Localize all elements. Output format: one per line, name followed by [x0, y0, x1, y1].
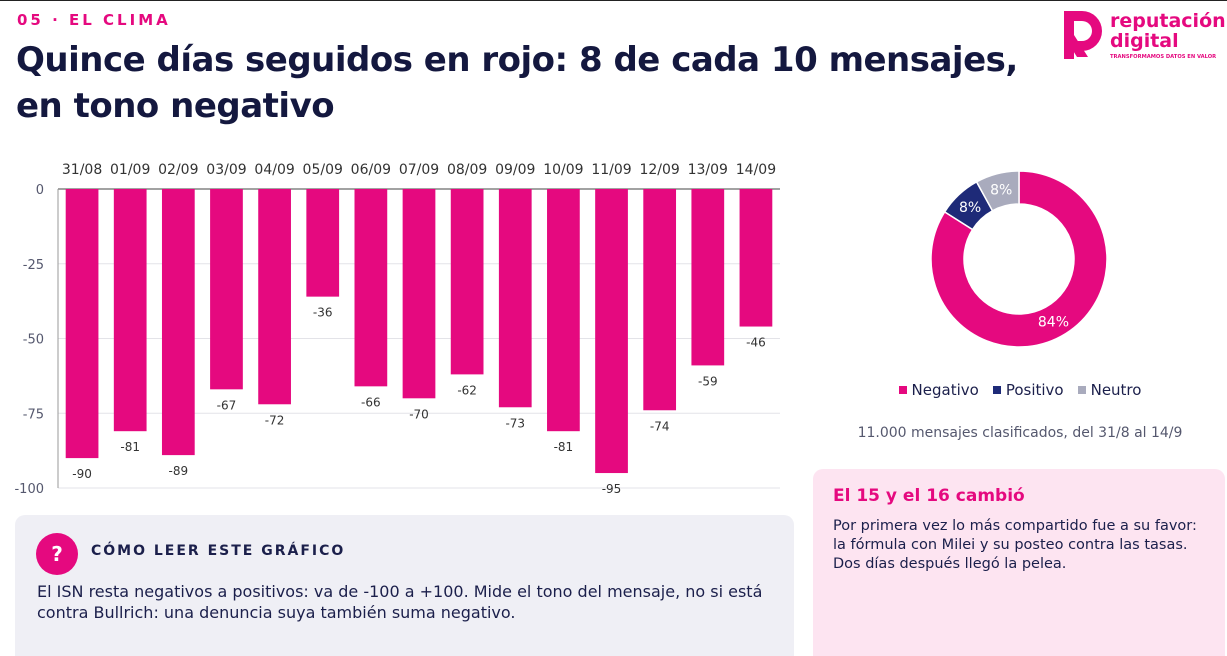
- bar: [113, 189, 147, 432]
- bar: [739, 189, 773, 327]
- logo-text: reputación: [1110, 10, 1225, 32]
- x-tick-label: 12/09: [639, 162, 679, 178]
- legend-swatch: [992, 386, 1001, 394]
- x-tick-label: 06/09: [351, 162, 391, 178]
- caption: 11.000 mensajes clasificados, del 31/8 a…: [857, 425, 1183, 441]
- y-tick-label: -75: [23, 407, 44, 422]
- value-label: 84%: [1038, 315, 1069, 331]
- y-tick-label: -25: [23, 258, 44, 273]
- value-label: -67: [217, 398, 237, 412]
- value-label: -62: [457, 383, 477, 397]
- x-tick-label: 07/09: [399, 162, 439, 178]
- bar: [161, 189, 195, 456]
- bar: [643, 189, 677, 411]
- logo: reputación digital TRANSFORMAMOS DATOS E…: [1064, 10, 1225, 60]
- value-label: -36: [313, 306, 333, 320]
- title: Quince días seguidos en rojo: 8 de cada …: [16, 40, 1018, 126]
- value-label: -70: [409, 407, 429, 421]
- bar: [210, 189, 243, 390]
- donut-chart: 84% 8% 8%: [930, 170, 1108, 348]
- y-tick-label: -50: [23, 333, 44, 348]
- info-title: CÓMO LEER ESTE GRÁFICO: [91, 543, 346, 559]
- icon: ?: [36, 533, 78, 575]
- legend-item: Negativo: [898, 381, 979, 399]
- info-text: El ISN resta negativos a positivos: va d…: [37, 582, 763, 622]
- legend-label: Neutro: [1090, 381, 1142, 399]
- logo-text: digital: [1110, 30, 1179, 52]
- value-label: -90: [72, 467, 92, 481]
- legend: Negativo Positivo Neutro: [820, 381, 1220, 399]
- note-text: Por primera vez lo más compartido fue a …: [833, 518, 1197, 572]
- y-tick-label: 0: [36, 183, 44, 198]
- legend-item: Neutro: [1077, 381, 1142, 399]
- kicker: 05 · EL CLIMA: [17, 11, 171, 29]
- bar: [354, 189, 388, 387]
- legend-swatch: [898, 386, 907, 394]
- legend-swatch: [1077, 386, 1086, 394]
- bar: [402, 189, 436, 399]
- value-label: -81: [120, 440, 140, 454]
- x-tick-label: 01/09: [110, 162, 150, 178]
- bar: [450, 189, 484, 375]
- donut-slice: [975, 170, 1020, 212]
- x-tick-label: 03/09: [206, 162, 246, 178]
- bar-chart: 0 -25 -50 -75 -100 31/08 -90 01/09 -81 02/09 -89 03…: [14, 162, 780, 497]
- value-label: -73: [505, 416, 525, 430]
- value-label: -95: [602, 482, 622, 496]
- x-tick-label: 10/09: [543, 162, 583, 178]
- note-title: El 15 y el 16 cambió: [833, 486, 1025, 506]
- note-box: El 15 y el 16 cambió Por primera vez lo …: [813, 469, 1225, 656]
- info-box: ? CÓMO LEER ESTE GRÁFICO El ISN resta ne…: [15, 515, 794, 656]
- donut-slice: [930, 170, 1108, 348]
- legend-item: Positivo: [992, 381, 1064, 399]
- value-label: 8%: [959, 200, 981, 216]
- value-label: -46: [746, 336, 766, 350]
- value-label: -72: [265, 413, 285, 427]
- value-label: -66: [361, 395, 381, 409]
- x-tick-label: 13/09: [688, 162, 728, 178]
- x-tick-label: 08/09: [447, 162, 487, 178]
- bar: [691, 189, 725, 366]
- x-tick-label: 04/09: [254, 162, 294, 178]
- value-label: -89: [169, 464, 189, 478]
- legend-label: Positivo: [1005, 381, 1064, 399]
- bar: [306, 189, 340, 297]
- bar: [65, 189, 99, 459]
- bar: [595, 189, 628, 474]
- value-label: -81: [554, 440, 574, 454]
- value-label: 8%: [990, 183, 1012, 199]
- x-tick-label: 09/09: [495, 162, 535, 178]
- legend-label: Negativo: [911, 381, 979, 399]
- bar: [498, 189, 532, 408]
- x-tick-label: 05/09: [303, 162, 343, 178]
- x-tick-label: 11/09: [591, 162, 631, 178]
- logo-tagline: TRANSFORMAMOS DATOS EN VALOR: [1110, 54, 1216, 60]
- value-label: -74: [650, 419, 670, 433]
- value-label: -59: [698, 374, 718, 388]
- logo-mark: [1067, 35, 1088, 57]
- x-tick-label: 31/08: [62, 162, 102, 178]
- bar: [258, 189, 291, 405]
- y-tick-label: -100: [14, 482, 44, 497]
- x-tick-label: 02/09: [158, 162, 198, 178]
- x-tick-label: 14/09: [736, 162, 776, 178]
- bar: [547, 189, 580, 432]
